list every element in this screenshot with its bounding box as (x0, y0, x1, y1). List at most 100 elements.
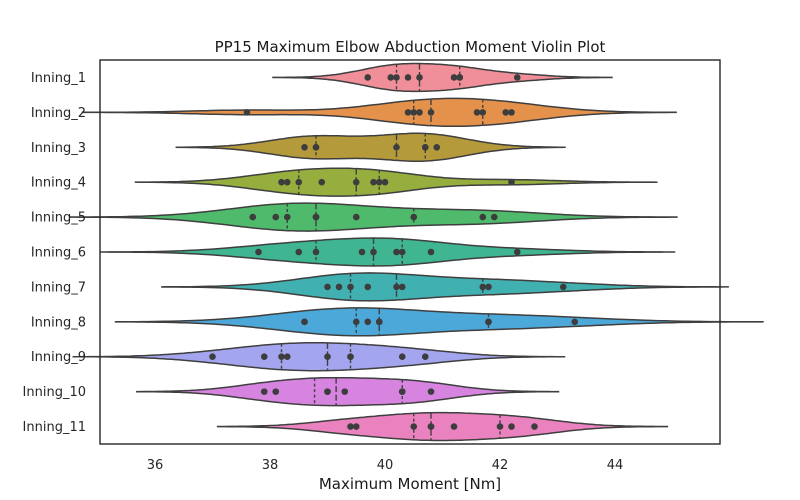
violin-body (175, 132, 566, 162)
data-point (490, 213, 498, 221)
data-point (485, 318, 492, 326)
data-point (352, 213, 360, 221)
violin-body (272, 62, 613, 93)
data-point (260, 388, 268, 395)
data-point (364, 318, 372, 326)
data-point (381, 178, 389, 186)
y-tick-label: Inning_9 (31, 350, 86, 365)
data-point (209, 353, 216, 361)
data-point (479, 109, 487, 116)
data-point (513, 74, 521, 81)
data-point (260, 353, 268, 361)
data-point (416, 74, 423, 81)
data-point (427, 248, 435, 256)
data-point (398, 248, 406, 256)
data-point (341, 388, 349, 395)
y-tick-label: Inning_1 (31, 71, 86, 86)
data-point (370, 248, 377, 256)
plot-frame (99, 59, 721, 445)
data-point (479, 283, 487, 291)
violin-inning-3 (175, 132, 566, 162)
data-point (364, 283, 372, 291)
violin-inning-9 (72, 342, 566, 372)
data-point (450, 423, 458, 430)
data-point (358, 248, 366, 256)
data-point (352, 318, 360, 326)
data-point (416, 109, 423, 116)
data-point (387, 74, 395, 81)
data-point (375, 178, 383, 186)
violin-inning-5 (69, 202, 678, 232)
data-point (301, 143, 308, 151)
data-point (393, 248, 400, 256)
data-point (393, 283, 400, 291)
y-tick-label: Inning_11 (23, 420, 86, 435)
data-point (272, 213, 280, 221)
data-point (295, 248, 303, 256)
data-point (496, 423, 504, 430)
data-point (508, 109, 515, 116)
violin-body (72, 342, 566, 372)
violin-inning-2 (81, 97, 677, 128)
data-point (427, 109, 435, 116)
data-point (427, 388, 435, 395)
data-point (283, 353, 291, 361)
data-point (370, 178, 377, 186)
y-tick-label: Inning_5 (31, 211, 86, 226)
data-point (398, 353, 406, 361)
data-point (404, 109, 412, 116)
data-point (456, 74, 464, 81)
data-point (364, 74, 372, 81)
data-point (531, 423, 538, 430)
x-tick-label: 36 (147, 458, 164, 473)
violin-inning-4 (134, 167, 658, 197)
data-point (352, 178, 360, 186)
data-point (421, 353, 429, 361)
data-point (255, 248, 262, 256)
y-axis-ticks: Inning_1 Inning_2 Inning_3 Inning_4 Inning_5… (23, 71, 86, 435)
data-point (301, 318, 308, 326)
violin-body (100, 237, 676, 267)
y-tick-label: Inning_7 (31, 280, 86, 295)
violin-body (114, 307, 764, 337)
x-tick-label: 42 (492, 458, 509, 473)
data-point (393, 74, 400, 81)
data-point (347, 353, 354, 361)
data-point (571, 318, 579, 326)
y-tick-label: Inning_10 (23, 385, 86, 400)
data-point (312, 248, 320, 256)
data-point (393, 143, 400, 151)
data-point (559, 283, 567, 291)
data-point (324, 388, 331, 395)
data-point (295, 178, 303, 186)
y-tick-label: Inning_3 (31, 141, 86, 156)
violin-body (69, 202, 678, 232)
data-point (421, 143, 429, 151)
data-point (433, 143, 441, 151)
data-point (318, 178, 326, 186)
data-point (278, 178, 285, 186)
data-point (410, 423, 418, 430)
violin-body (134, 167, 658, 197)
x-axis-ticks: 36 38 40 42 44 (147, 458, 624, 473)
data-point (347, 423, 354, 430)
data-point (508, 178, 515, 186)
data-point (473, 109, 481, 116)
data-point (479, 213, 487, 221)
data-point (398, 283, 406, 291)
violin-inning-7 (161, 272, 729, 302)
x-tick-label: 44 (607, 458, 624, 473)
data-point (324, 353, 331, 361)
chart-title: PP15 Maximum Elbow Abduction Moment Viol… (215, 38, 606, 56)
violins-group (69, 62, 764, 442)
violin-inning-1 (272, 62, 613, 93)
y-tick-label: Inning_6 (31, 246, 86, 261)
x-axis-label: Maximum Moment [Nm] (319, 475, 501, 493)
data-point (312, 213, 320, 221)
data-point (283, 178, 291, 186)
violin-body (216, 411, 669, 442)
data-point (513, 248, 521, 256)
x-tick-label: 40 (377, 458, 394, 473)
data-point (249, 213, 257, 221)
data-point (243, 109, 251, 116)
